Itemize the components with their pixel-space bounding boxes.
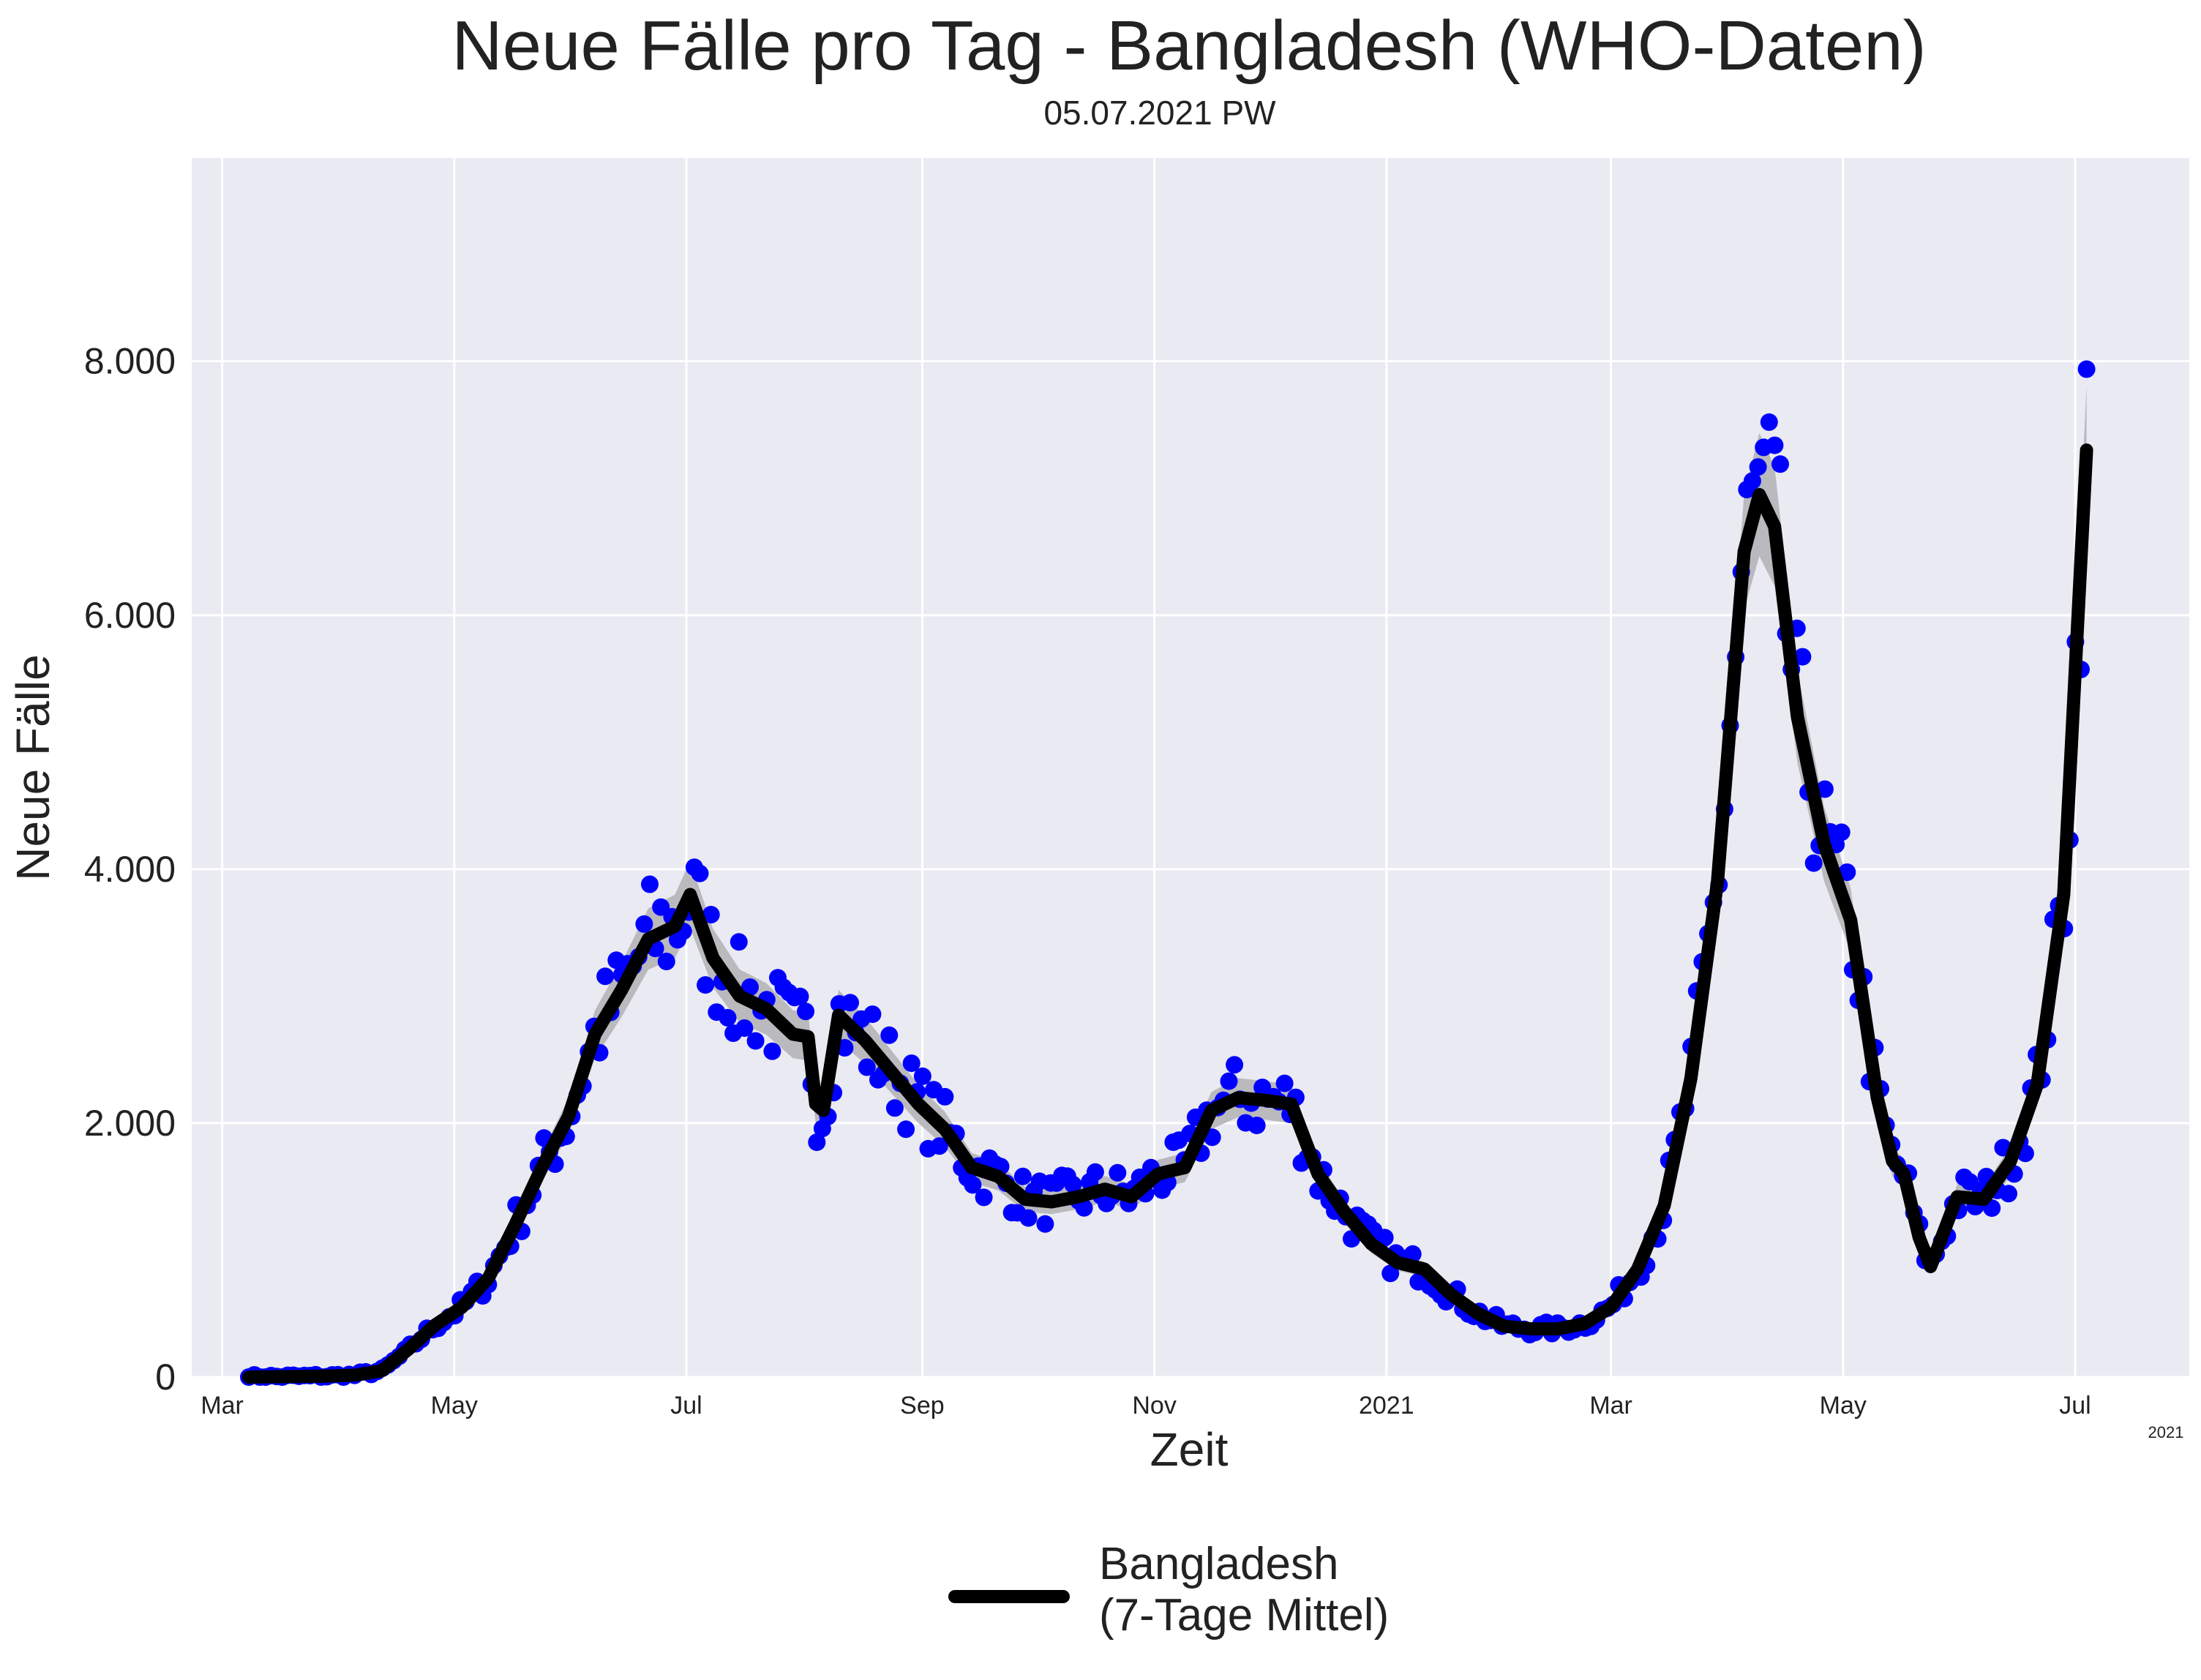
daily-point xyxy=(930,1137,948,1155)
daily-point xyxy=(2077,360,2096,378)
daily-point xyxy=(797,1002,815,1021)
daily-point xyxy=(641,875,659,893)
daily-point xyxy=(735,1019,754,1038)
y-axis-ticks: 0 2.000 4.000 6.000 8.000 xyxy=(84,341,176,1398)
daily-point xyxy=(1403,1245,1422,1263)
daily-point xyxy=(741,978,759,997)
daily-point xyxy=(1766,436,1784,454)
x-tick-label: 2021 xyxy=(1359,1392,1414,1420)
daily-point xyxy=(1804,854,1823,872)
daily-point xyxy=(730,933,748,951)
daily-point xyxy=(1275,1074,1294,1092)
daily-point xyxy=(1838,863,1856,881)
daily-point xyxy=(791,987,809,1005)
chart-subtitle: 05.07.2021 PW xyxy=(1043,94,1276,132)
x-tick-label: Sep xyxy=(900,1392,945,1420)
x-tick-label: Jul xyxy=(2059,1392,2091,1420)
y-axis-label: Neue Fälle xyxy=(7,654,59,881)
legend-label-line: Bangladesh xyxy=(1099,1539,1339,1589)
daily-point xyxy=(763,1042,781,1060)
daily-point xyxy=(2000,1185,2017,1203)
daily-point xyxy=(885,1099,904,1117)
daily-point xyxy=(635,915,653,933)
daily-point xyxy=(858,1058,876,1076)
daily-point xyxy=(1248,1117,1266,1135)
daily-point xyxy=(975,1188,993,1207)
daily-point xyxy=(1036,1215,1054,1233)
y-tick-label: 6.000 xyxy=(84,595,176,636)
daily-point xyxy=(1019,1209,1038,1227)
daily-point xyxy=(697,976,715,994)
daily-point xyxy=(719,1008,737,1027)
daily-point xyxy=(902,1054,920,1073)
daily-point xyxy=(1749,458,1767,476)
x-axis-ticks: Mar May Jul Sep Nov 2021 Mar May Jul xyxy=(200,1392,2091,1420)
legend-label-line: (7-Tage Mittel) xyxy=(1099,1590,1389,1640)
daily-point xyxy=(897,1120,915,1139)
daily-point xyxy=(841,994,859,1012)
daily-point xyxy=(1013,1167,1032,1185)
daily-point xyxy=(1760,413,1778,431)
y-tick-label: 0 xyxy=(155,1357,176,1398)
daily-point xyxy=(1109,1163,1127,1182)
x-tick-label: Mar xyxy=(1589,1392,1632,1420)
x-axis-label: Zeit xyxy=(1150,1423,1229,1476)
y-tick-label: 8.000 xyxy=(84,341,176,382)
daily-point xyxy=(1220,1072,1238,1090)
daily-point xyxy=(964,1176,982,1194)
daily-point xyxy=(657,953,675,970)
series-line xyxy=(242,443,2093,1384)
daily-point xyxy=(1743,472,1761,490)
daily-point xyxy=(1064,1175,1082,1193)
daily-point xyxy=(808,1133,826,1152)
daily-point xyxy=(1376,1229,1394,1247)
daily-point xyxy=(1381,1264,1400,1283)
y-tick-label: 2.000 xyxy=(84,1103,176,1144)
daily-point xyxy=(702,906,720,923)
daily-point xyxy=(913,1067,931,1085)
daily-point xyxy=(1075,1199,1093,1217)
daily-point xyxy=(880,1026,899,1044)
daily-point xyxy=(1771,455,1789,473)
x-axis-offset-label: 2021 xyxy=(2148,1423,2184,1441)
daily-point xyxy=(1793,648,1812,666)
daily-point xyxy=(936,1087,954,1106)
chart-title: Neue Fälle pro Tag - Bangladesh (WHO-Dat… xyxy=(451,7,1926,85)
legend: Bangladesh (7-Tage Mittel) xyxy=(948,1539,1389,1640)
plot-area xyxy=(192,158,2189,1377)
x-tick-label: May xyxy=(431,1392,478,1420)
x-tick-label: May xyxy=(1820,1392,1867,1420)
daily-point xyxy=(746,1032,765,1050)
legend-label: Bangladesh (7-Tage Mittel) xyxy=(1099,1539,1389,1640)
x-tick-label: Mar xyxy=(200,1392,244,1420)
daily-point xyxy=(1086,1163,1104,1181)
mean-line xyxy=(242,443,2093,1384)
x-tick-label: Nov xyxy=(1132,1392,1176,1420)
daily-point xyxy=(596,967,615,986)
daily-point xyxy=(691,864,709,882)
daily-point xyxy=(1832,823,1851,841)
daily-point xyxy=(1815,780,1834,798)
daily-point xyxy=(863,1005,882,1024)
daily-point xyxy=(1226,1056,1244,1074)
x-tick-label: Jul xyxy=(670,1392,702,1420)
y-tick-label: 4.000 xyxy=(84,849,176,890)
